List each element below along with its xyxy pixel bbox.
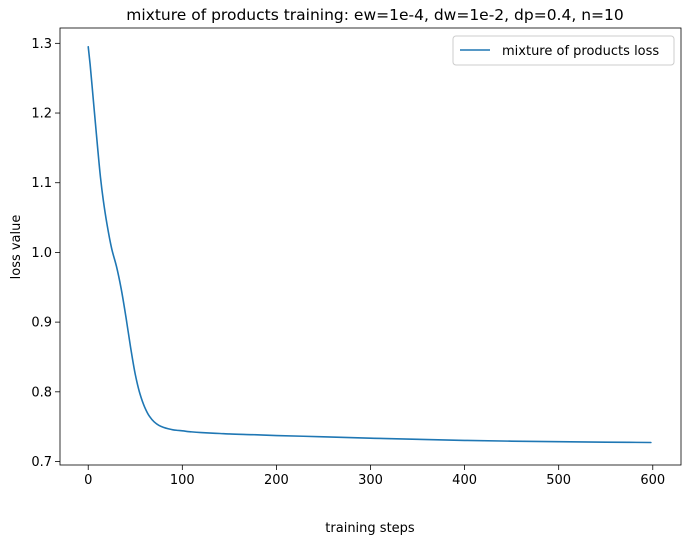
legend-entry-mixture-of-products-loss: mixture of products loss bbox=[502, 44, 659, 59]
y-tick-label: 1.2 bbox=[31, 107, 52, 122]
y-tick-label: 0.8 bbox=[31, 385, 52, 400]
chart-title: mixture of products training: ew=1e-4, d… bbox=[126, 6, 623, 24]
y-tick-label: 1.1 bbox=[31, 176, 52, 191]
y-tick-label: 1.3 bbox=[31, 37, 52, 52]
x-axis: 0 100 200 300 400 500 600 bbox=[84, 465, 665, 488]
x-tick-label: 300 bbox=[358, 473, 383, 488]
y-tick-label: 0.7 bbox=[31, 455, 52, 470]
y-tick-label: 1.0 bbox=[31, 246, 52, 261]
x-tick-label: 400 bbox=[452, 473, 477, 488]
series-line-mixture-of-products-loss bbox=[87, 46, 652, 444]
x-tick-label: 100 bbox=[170, 473, 195, 488]
legend: mixture of products loss bbox=[452, 35, 675, 66]
plot-area bbox=[59, 27, 682, 466]
x-tick-label: 200 bbox=[264, 473, 289, 488]
x-axis-label: training steps bbox=[325, 521, 415, 536]
y-axis-label: loss value bbox=[9, 215, 24, 280]
y-tick-label: 0.9 bbox=[31, 316, 52, 331]
x-tick-label: 600 bbox=[640, 473, 665, 488]
x-tick-label: 500 bbox=[546, 473, 571, 488]
legend-box bbox=[452, 35, 675, 66]
y-axis: 0.7 0.8 0.9 1.0 1.1 1.2 1.3 bbox=[31, 37, 60, 470]
x-tick-label: 0 bbox=[84, 473, 92, 488]
